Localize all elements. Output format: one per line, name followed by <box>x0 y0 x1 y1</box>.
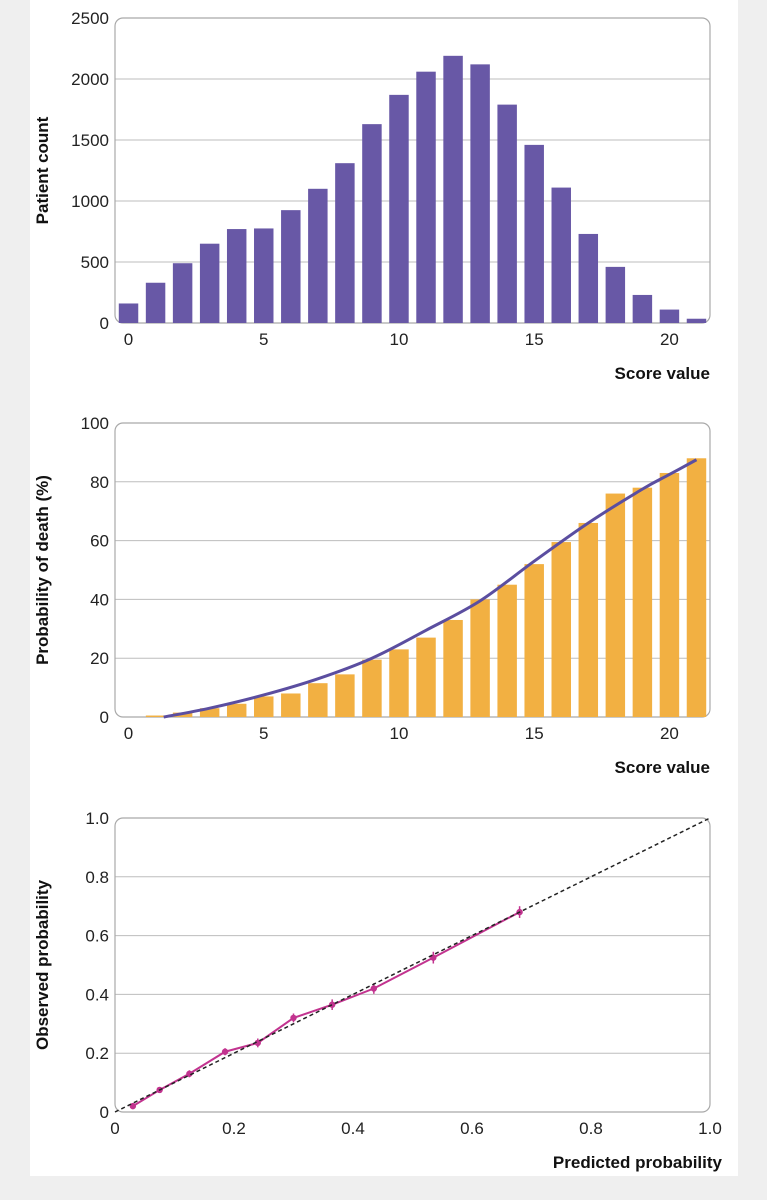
x-tick-label: 5 <box>259 724 268 743</box>
y-tick-label: 0.4 <box>85 985 109 1004</box>
y-tick-label: 0.6 <box>85 927 109 946</box>
bar <box>632 294 653 323</box>
figure-panel: 0 500 1000 1500 2000 2500 0 5 10 15 20 Score value P… <box>30 0 738 1176</box>
bar <box>659 309 680 323</box>
x-tick-label: 0.2 <box>222 1119 246 1138</box>
bar <box>497 104 517 324</box>
y-tick-label: 1500 <box>71 131 109 150</box>
bar <box>551 187 571 323</box>
bar <box>308 683 328 717</box>
bar <box>686 458 707 717</box>
bar <box>389 649 409 717</box>
bar <box>335 163 355 323</box>
bar <box>362 124 382 323</box>
bar <box>172 263 193 323</box>
y-tick-label: 40 <box>90 590 109 609</box>
bar <box>145 282 166 323</box>
bar <box>551 542 571 717</box>
bar <box>199 708 220 717</box>
bar <box>605 493 626 717</box>
x-tick-label: 5 <box>259 330 268 349</box>
y-axis-title: Probability of death (%) <box>33 475 52 665</box>
x-tick-label: 20 <box>660 724 679 743</box>
y-tick-label: 1.0 <box>85 809 109 828</box>
data-point <box>290 1014 297 1022</box>
y-tick-label: 0 <box>100 708 109 727</box>
bar <box>524 144 544 323</box>
y-tick-label: 80 <box>90 473 109 492</box>
bar <box>226 229 247 323</box>
x-tick-label: 0.4 <box>341 1119 365 1138</box>
reference-line <box>114 817 711 1113</box>
bar <box>524 564 544 717</box>
x-tick-label: 20 <box>660 330 679 349</box>
plot-frame <box>114 17 711 324</box>
probability-curve <box>163 458 698 719</box>
x-tick-label: 15 <box>525 724 544 743</box>
bar <box>362 659 382 717</box>
y-tick-label: 1000 <box>71 192 109 211</box>
bar <box>686 318 707 323</box>
data-point <box>254 1039 261 1047</box>
bar <box>145 715 166 717</box>
bar <box>199 243 220 323</box>
bar <box>254 696 274 717</box>
x-tick-label: 0.6 <box>460 1119 484 1138</box>
bar <box>443 619 463 717</box>
bar <box>254 228 274 323</box>
plot-frame <box>114 817 711 1113</box>
bar <box>605 266 626 323</box>
bar <box>470 64 490 324</box>
y-tick-label: 2000 <box>71 70 109 89</box>
y-tick-label: 0.2 <box>85 1044 109 1063</box>
chart-1: 0 500 1000 1500 2000 2500 0 5 10 15 20 Score value P… <box>33 9 711 383</box>
data-point <box>370 985 378 992</box>
chart-3: 0 0.2 0.4 0.6 0.8 1.0 0 0.2 0.4 0.6 0.8 1.0 Predicte… <box>33 809 723 1172</box>
data-point <box>186 1070 193 1077</box>
bar <box>281 210 301 323</box>
x-tick-label: 15 <box>525 330 544 349</box>
bar <box>443 55 463 323</box>
x-tick-label: 10 <box>390 724 409 743</box>
x-axis-title: Score value <box>615 364 710 383</box>
bar <box>281 693 301 717</box>
y-axis-title: Observed probability <box>33 879 52 1050</box>
bar <box>578 233 599 323</box>
bar <box>416 637 436 717</box>
y-tick-label: 0 <box>100 314 109 333</box>
bar <box>659 472 680 717</box>
y-tick-label: 2500 <box>71 9 109 28</box>
bar <box>470 599 490 717</box>
x-tick-label: 0 <box>124 330 133 349</box>
x-axis-title: Predicted probability <box>553 1153 723 1172</box>
bar <box>416 71 436 324</box>
bar <box>632 487 653 717</box>
y-tick-label: 20 <box>90 649 109 668</box>
y-tick-label: 500 <box>81 253 109 272</box>
bar <box>226 703 247 717</box>
chart-2: 0 20 40 60 80 100 0 5 10 15 20 Score value Probabili… <box>33 414 711 777</box>
y-axis-title: Patient count <box>33 116 52 224</box>
bar <box>389 94 409 323</box>
y-tick-label: 100 <box>81 414 109 433</box>
bar <box>335 674 355 717</box>
data-point <box>221 1048 229 1055</box>
x-tick-label: 0 <box>110 1119 119 1138</box>
x-tick-label: 10 <box>390 330 409 349</box>
x-tick-label: 0 <box>124 724 133 743</box>
x-axis-title: Score value <box>615 758 710 777</box>
x-tick-label: 1.0 <box>698 1119 722 1138</box>
y-tick-label: 0 <box>100 1103 109 1122</box>
bar <box>118 303 139 323</box>
bar <box>497 584 517 717</box>
bar <box>578 522 599 717</box>
y-tick-label: 0.8 <box>85 868 109 887</box>
y-tick-label: 60 <box>90 532 109 551</box>
x-tick-label: 0.8 <box>579 1119 603 1138</box>
plot-frame <box>114 422 711 718</box>
bar <box>308 188 328 323</box>
